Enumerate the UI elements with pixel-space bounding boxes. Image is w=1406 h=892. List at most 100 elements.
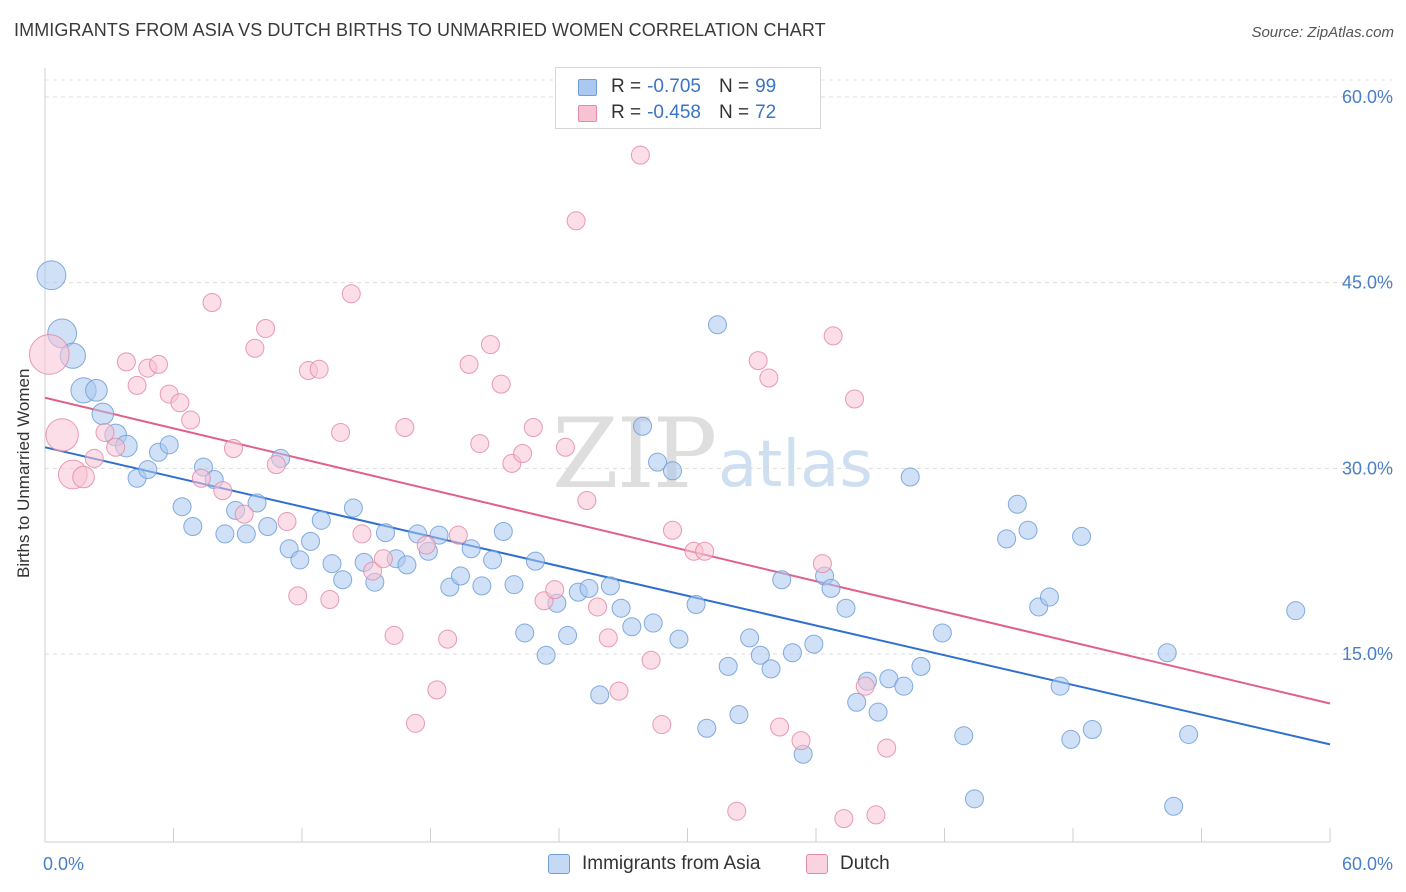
point-dutch [245, 338, 265, 358]
point-dutch [45, 418, 79, 452]
point-asia [558, 625, 578, 645]
point-asia [504, 575, 524, 595]
point-dutch [855, 676, 875, 696]
point-dutch [127, 375, 147, 395]
point-asia [376, 523, 396, 543]
legend-swatch-asia [578, 78, 597, 96]
point-asia [36, 260, 67, 291]
point-asia [954, 726, 974, 746]
point-asia [932, 623, 952, 643]
point-asia [821, 578, 841, 598]
point-dutch [727, 801, 747, 821]
point-asia [590, 685, 610, 705]
point-dutch [448, 525, 468, 545]
point-dutch [491, 374, 511, 394]
point-asia [85, 379, 108, 402]
point-dutch [72, 465, 95, 489]
point-asia [1061, 729, 1081, 749]
point-dutch [555, 437, 575, 457]
point-dutch [116, 352, 136, 372]
point-dutch [459, 354, 479, 374]
point-asia [997, 529, 1017, 549]
point-asia [633, 416, 653, 436]
legend-item-dutch[interactable]: Dutch [806, 852, 890, 876]
point-dutch [866, 805, 886, 825]
point-dutch [95, 422, 115, 442]
point-asia [868, 702, 888, 722]
legend-n-value: 99 [755, 76, 777, 97]
legend-r-value: -0.458 [647, 102, 701, 123]
point-asia [1286, 601, 1306, 621]
data-points [28, 145, 1306, 829]
point-dutch [812, 554, 832, 574]
point-dutch [759, 368, 779, 388]
point-asia [761, 659, 781, 679]
legend-n-label: N = [718, 102, 750, 123]
point-asia [333, 570, 353, 590]
point-dutch [566, 211, 586, 231]
legend-label-dutch: Dutch [840, 853, 890, 874]
point-dutch [438, 629, 458, 649]
point-asia [91, 402, 115, 426]
point-dutch [341, 284, 361, 304]
point-asia [343, 498, 363, 518]
x-tick-label: 0.0% [43, 854, 84, 874]
point-dutch [523, 417, 543, 437]
point-asia [1072, 526, 1092, 546]
point-asia [301, 531, 321, 551]
y-tick-label: 60.0% [1342, 87, 1393, 107]
grid-lines [45, 79, 1392, 655]
point-dutch [320, 590, 340, 610]
point-asia [600, 576, 620, 596]
tick-labels: 15.0% 30.0% 45.0% 60.0% 0.0% 60.0% [43, 87, 1393, 874]
point-dutch [213, 481, 233, 501]
legend-row-asia: R = -0.705 N = 99 [578, 74, 776, 100]
point-dutch [28, 334, 70, 375]
legend-r-label: R = [611, 102, 642, 123]
point-dutch [149, 354, 169, 374]
source-credit: Source: ZipAtlas.com [1251, 24, 1394, 41]
point-asia [663, 461, 683, 481]
chart-title: IMMIGRANTS FROM ASIA VS DUTCH BIRTHS TO … [14, 20, 826, 40]
point-dutch [770, 717, 790, 737]
legend-label-asia: Immigrants from Asia [582, 853, 761, 874]
point-asia [911, 656, 931, 676]
point-asia [429, 525, 449, 545]
legend-item-asia[interactable]: Immigrants from Asia [548, 852, 760, 876]
point-dutch [384, 625, 404, 645]
point-asia [718, 656, 738, 676]
point-asia [782, 643, 802, 663]
point-dutch [352, 524, 372, 544]
point-dutch [223, 439, 243, 459]
y-tick-label: 45.0% [1342, 273, 1393, 293]
point-dutch [288, 586, 308, 606]
point-dutch [545, 580, 565, 600]
point-dutch [363, 561, 383, 581]
point-dutch [202, 292, 222, 312]
point-dutch [598, 628, 618, 648]
point-asia [1164, 796, 1184, 816]
legend-row-dutch: R = -0.458 N = 72 [578, 100, 776, 126]
point-asia [236, 524, 256, 544]
point-asia [1157, 643, 1177, 663]
point-dutch [395, 417, 415, 437]
point-asia [900, 467, 920, 487]
axes [44, 68, 1331, 843]
point-dutch [641, 650, 661, 670]
legend-r-label: R = [611, 76, 642, 97]
point-asia [515, 623, 535, 643]
point-asia [483, 550, 503, 570]
point-asia [215, 524, 235, 544]
point-asia [258, 517, 278, 537]
correlation-legend: R = -0.705 N = 99 R = -0.458 N = 72 [555, 67, 821, 129]
point-dutch [652, 715, 672, 735]
point-asia [472, 576, 492, 596]
point-asia [247, 493, 267, 513]
point-asia [1018, 520, 1038, 540]
point-asia [707, 315, 727, 335]
point-asia [493, 521, 513, 541]
legend-n-label: N = [718, 76, 750, 97]
point-asia [697, 718, 717, 738]
point-dutch [791, 731, 811, 751]
point-asia [686, 594, 706, 614]
